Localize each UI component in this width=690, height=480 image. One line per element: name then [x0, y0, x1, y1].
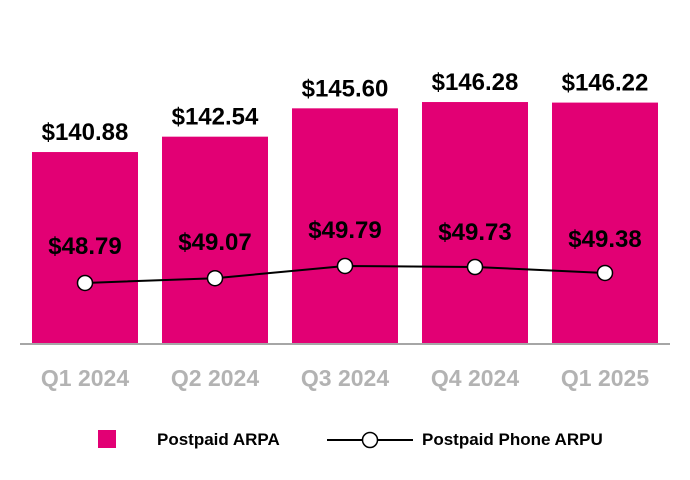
arpu-value-label: $49.79	[308, 217, 381, 244]
arpu-value-label: $49.38	[568, 226, 641, 253]
bar-value-label: $146.22	[562, 70, 649, 97]
bar-3	[292, 108, 398, 344]
arpu-value-label: $49.73	[438, 219, 511, 246]
arpu-point-2	[206, 269, 224, 287]
arpu-point-1	[76, 274, 94, 292]
x-tick-label: Q2 2024	[171, 365, 259, 391]
bar-value-label: $142.54	[172, 104, 259, 131]
bar-2	[162, 136, 268, 344]
bar-1	[32, 152, 138, 344]
arpu-point-4	[466, 258, 484, 276]
x-tick-label: Q3 2024	[301, 365, 389, 391]
x-tick-label: Q4 2024	[431, 365, 519, 391]
bar-5	[552, 102, 658, 344]
arpu-point-5	[596, 264, 614, 282]
legend-label-arpa: Postpaid ARPA	[157, 430, 280, 449]
x-tick-label: Q1 2024	[41, 365, 129, 391]
bar-value-label: $146.28	[432, 69, 519, 96]
arpu-value-label: $48.79	[48, 233, 121, 260]
bar-value-label: $140.88	[42, 119, 129, 146]
legend-swatch-arpa	[98, 430, 116, 448]
bar-4	[422, 102, 528, 345]
x-tick-label: Q1 2025	[561, 365, 649, 391]
arpu-point-3	[336, 257, 354, 275]
bar-value-label: $145.60	[302, 75, 389, 102]
legend-marker-arpu	[361, 431, 379, 449]
arpu-value-label: $49.07	[178, 229, 251, 256]
legend-label-arpu: Postpaid Phone ARPU	[422, 430, 603, 449]
